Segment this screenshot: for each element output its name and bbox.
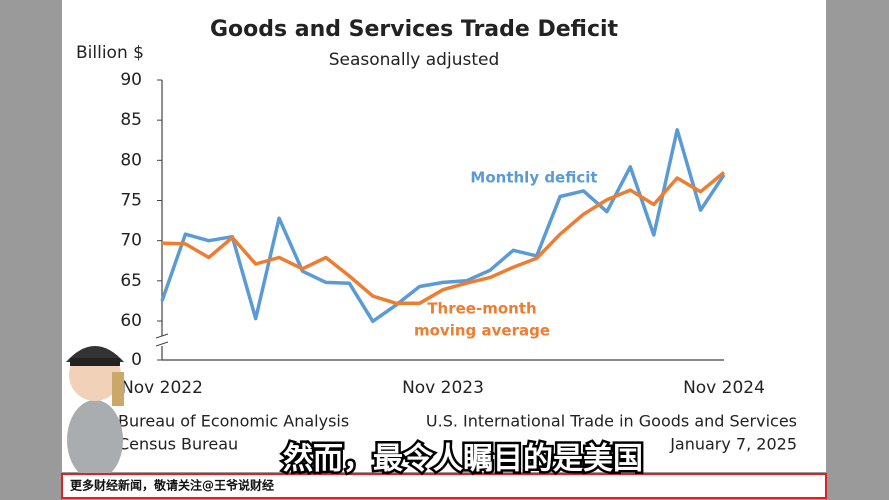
chart-card	[62, 0, 826, 472]
source: Census Bureau	[118, 435, 238, 454]
series-label: moving average	[414, 322, 550, 340]
series-line	[161, 171, 726, 306]
x-tick-label: Nov 2024	[683, 378, 765, 398]
y-tick-label: 90	[120, 70, 142, 90]
y-tick-label: 0	[131, 350, 142, 370]
plot: 0 60 65 70 75 80 85 90 Nov 2022 Nov 2023 Nov 2024 M…	[120, 70, 765, 398]
y-tick-label: 70	[120, 231, 142, 251]
cartoon-character	[66, 346, 124, 480]
series-label: Monthly deficit	[470, 169, 597, 187]
y-axis-label: Billion $	[76, 43, 144, 63]
report-date: January 7, 2025	[669, 435, 797, 454]
y-tick-label: 85	[120, 110, 142, 130]
series-label: Three-month	[427, 300, 536, 318]
y-tick-label: 65	[120, 271, 142, 291]
x-tick-label: Nov 2023	[402, 378, 484, 398]
axis-break-gap	[156, 336, 168, 346]
caption: 然而，最令人瞩目的是美国	[283, 442, 643, 477]
source: Bureau of Economic Analysis	[118, 412, 349, 431]
report-name: U.S. International Trade in Goods and Se…	[426, 412, 797, 431]
y-tick-label: 60	[120, 311, 142, 331]
chart-subtitle: Seasonally adjusted	[329, 50, 500, 70]
y-tick-label: 80	[120, 150, 142, 170]
chart-title: Goods and Services Trade Deficit	[210, 17, 619, 42]
series-line	[160, 128, 726, 324]
banner	[61, 473, 827, 499]
x-tick-label: Nov 2022	[121, 378, 203, 398]
axis-break	[155, 333, 169, 347]
y-tick-label: 75	[120, 191, 142, 211]
banner-text: 更多财经新闻，敬请关注@王爷说财经	[70, 478, 274, 493]
